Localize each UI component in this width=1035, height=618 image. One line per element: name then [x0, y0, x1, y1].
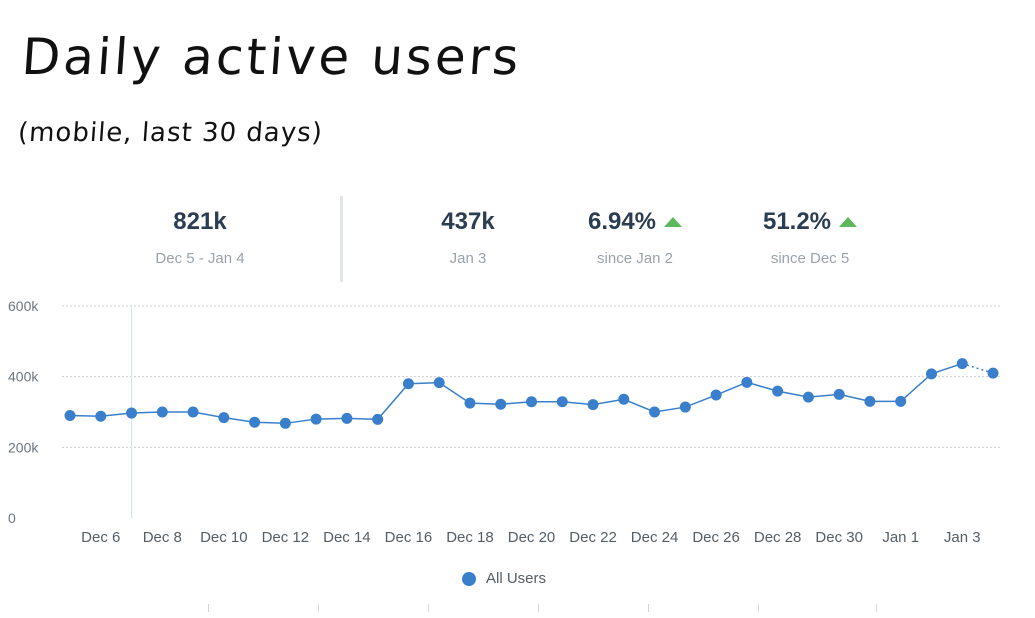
kpi-day-change: 6.94% since Jan 2 [560, 208, 710, 267]
x-tick-label: Dec 8 [143, 529, 182, 546]
kpi-latest: 437k Jan 3 [408, 208, 528, 267]
legend-item-all-users[interactable]: All Users [462, 570, 546, 587]
kpi-total-label: Dec 5 - Jan 4 [155, 250, 245, 267]
data-point [895, 395, 907, 407]
data-point [187, 406, 199, 418]
data-point [618, 393, 630, 405]
data-point [495, 398, 507, 410]
legend-marker [462, 571, 476, 586]
y-tick-label: 400k [8, 369, 39, 385]
x-tick-label: Dec 16 [385, 529, 433, 546]
data-point [310, 413, 322, 425]
data-point [526, 396, 537, 408]
data-point [925, 368, 937, 380]
data-point [649, 406, 661, 418]
y-tick-label: 0 [8, 510, 16, 526]
data-point [95, 410, 107, 422]
kpi-divider [340, 196, 343, 282]
chart-subtitle: (mobile, last 30 days) [16, 118, 324, 148]
x-tick-label: Dec 10 [200, 529, 248, 546]
x-tick-label: Dec 18 [446, 529, 494, 546]
x-tick-label: Dec 14 [323, 529, 371, 546]
trend-up-icon [839, 217, 858, 227]
kpi-period-change-value: 51.2% [762, 208, 832, 235]
data-point [833, 388, 845, 400]
x-tick-label: Dec 26 [692, 529, 740, 546]
data-point [279, 417, 291, 429]
chart-title: Daily active users [19, 28, 524, 86]
data-point [372, 413, 384, 425]
x-tick-label: Dec 30 [815, 529, 863, 546]
x-tick-label: Dec 24 [631, 529, 679, 546]
data-point [249, 416, 261, 428]
legend-label: All Users [486, 570, 547, 587]
data-point [864, 395, 876, 407]
data-point [956, 358, 968, 370]
data-point [710, 389, 722, 401]
data-point [341, 412, 353, 424]
kpi-period-change-label: since Dec 5 [770, 250, 850, 267]
x-tick-label: Dec 28 [754, 529, 802, 546]
bottom-ruler [0, 604, 1035, 614]
x-tick-label: Dec 20 [508, 529, 556, 546]
y-tick-label: 600k [8, 298, 39, 314]
kpi-latest-value: 437k [441, 208, 495, 235]
trend-up-icon [664, 217, 683, 227]
data-point [772, 385, 784, 397]
data-point [126, 407, 138, 419]
data-point [402, 378, 414, 390]
x-tick-label: Dec 12 [262, 529, 310, 546]
data-point [987, 367, 999, 379]
data-point [464, 397, 476, 409]
kpi-day-change-value: 6.94% [587, 208, 657, 235]
x-tick-label: Dec 22 [569, 529, 617, 546]
data-point [433, 377, 445, 389]
data-point [556, 396, 568, 408]
x-tick-label: Jan 3 [944, 529, 981, 546]
data-point [156, 406, 168, 418]
data-point [679, 401, 691, 413]
kpi-total-value: 821k [173, 208, 227, 235]
x-tick-label: Jan 1 [882, 529, 919, 546]
data-point [218, 412, 230, 424]
kpi-latest-label: Jan 3 [449, 250, 487, 267]
y-tick-label: 200k [8, 439, 39, 455]
kpi-total: 821k Dec 5 - Jan 4 [130, 208, 270, 267]
kpi-day-change-label: since Jan 2 [597, 250, 673, 267]
data-point [64, 410, 76, 422]
x-tick-label: Dec 6 [81, 529, 120, 546]
data-point [802, 391, 814, 403]
series-line [69, 362, 963, 425]
data-point [587, 399, 599, 411]
line-chart[interactable]: 600k 400k 200k 0 Dec 6 Dec 8 Dec 10 Dec 12 Dec 1… [0, 290, 1035, 550]
data-point [741, 376, 753, 388]
kpi-period-change: 51.2% since Dec 5 [740, 208, 880, 267]
